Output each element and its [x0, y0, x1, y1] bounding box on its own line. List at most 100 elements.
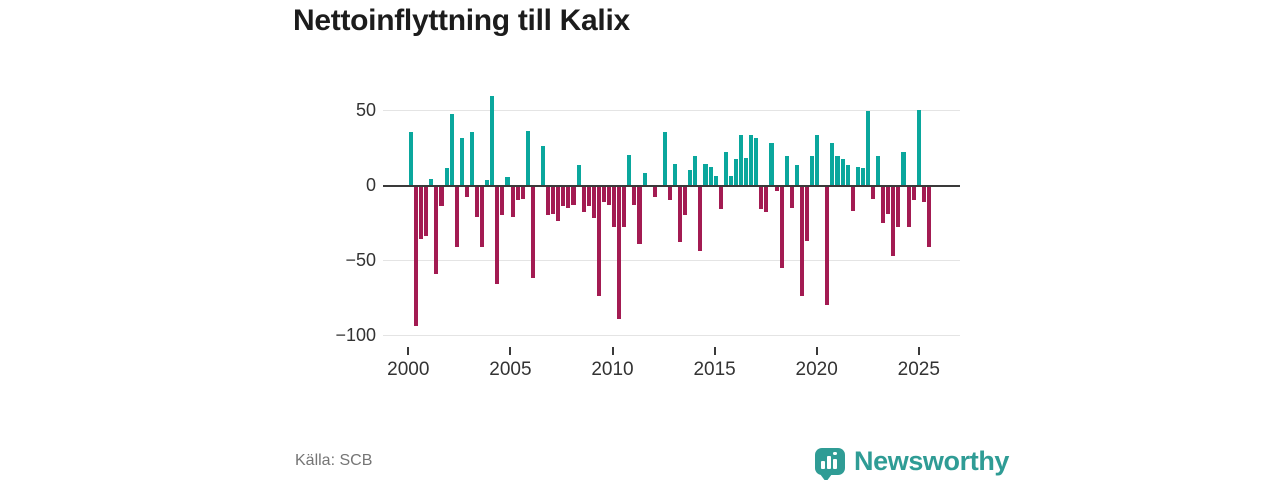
bar-2022Q3	[865, 111, 871, 185]
bar-2016Q2	[739, 135, 744, 185]
bar-2013Q3	[683, 186, 688, 215]
y-axis-label: 0	[365, 174, 376, 195]
bar-2008Q2	[576, 165, 581, 185]
bar-2021Q4	[850, 186, 855, 211]
zero-axis-line	[383, 184, 960, 187]
x-axis-label: 2015	[693, 359, 736, 380]
bar-2003Q1	[469, 132, 475, 185]
bar-2000Q3	[419, 186, 424, 239]
bar-2018Q4	[789, 186, 794, 208]
logo-bar-short	[821, 460, 825, 469]
bar-2023Q2	[881, 186, 886, 223]
bar-2021Q1	[835, 156, 840, 185]
gridline	[383, 260, 960, 261]
bar-2009Q1	[591, 186, 596, 218]
x-axis-tick	[917, 347, 920, 355]
bar-2006Q1	[530, 186, 535, 278]
bar-2019Q4	[810, 156, 815, 185]
bar-2014Q2	[698, 186, 703, 251]
bar-2006Q3	[541, 145, 546, 185]
bar-2005Q4	[525, 130, 530, 185]
bar-2002Q2	[454, 186, 459, 247]
bar-2024Q1	[896, 186, 901, 227]
x-axis-label: 2010	[591, 359, 634, 380]
bar-2017Q3	[764, 186, 769, 212]
y-axis-label: −100	[335, 324, 376, 345]
newsworthy-wordmark: Newsworthy	[854, 445, 1010, 476]
bar-2000Q2	[414, 186, 419, 326]
bar-2016Q4	[749, 135, 754, 185]
bar-2023Q1	[876, 156, 881, 185]
bar-2012Q4	[667, 186, 673, 200]
bar-2019Q1	[794, 165, 799, 185]
bar-2017Q2	[759, 186, 764, 209]
newsworthy-brand: Newsworthy	[815, 443, 1010, 480]
bar-2023Q4	[891, 186, 896, 256]
bar-2010Q2	[617, 186, 622, 319]
bar-2009Q4	[607, 186, 612, 205]
x-axis-label: 2025	[897, 359, 940, 380]
bar-2011Q2	[637, 186, 642, 244]
bar-2023Q3	[886, 186, 891, 214]
bar-2002Q3	[459, 138, 464, 185]
bar-2011Q3	[642, 172, 647, 185]
bar-2001Q2	[434, 186, 439, 274]
bar-2015Q4	[728, 175, 733, 185]
bar-2010Q1	[612, 186, 617, 227]
bar-2022Q1	[855, 166, 860, 185]
bar-2004Q4	[505, 177, 510, 185]
bar-2010Q4	[627, 154, 632, 185]
x-axis-tick	[713, 347, 716, 355]
bar-2002Q4	[464, 186, 469, 197]
gridline	[383, 110, 960, 111]
bar-2004Q3	[500, 186, 505, 215]
bar-2000Q1	[409, 132, 414, 185]
logo-exclamation-dot	[833, 451, 837, 456]
bar-2012Q1	[652, 186, 657, 197]
bar-2003Q3	[480, 186, 485, 247]
bar-2022Q2	[860, 168, 865, 185]
bar-2025Q3	[926, 186, 931, 247]
bar-2008Q1	[571, 186, 576, 205]
bar-2013Q1	[673, 163, 678, 185]
bar-2001Q4	[444, 168, 449, 185]
bar-2015Q2	[718, 186, 723, 209]
bar-2015Q1	[713, 175, 718, 185]
y-axis-label: −50	[345, 249, 376, 270]
bar-2021Q3	[845, 165, 850, 185]
bar-2000Q4	[424, 186, 429, 236]
bar-2014Q4	[708, 166, 713, 185]
bar-2013Q4	[688, 169, 693, 185]
bar-2021Q2	[840, 159, 845, 185]
bar-2024Q3	[906, 186, 911, 227]
source-note: Källa: SCB	[295, 452, 373, 469]
bar-2024Q2	[901, 151, 906, 185]
bar-2018Q3	[784, 156, 789, 185]
bar-2014Q3	[703, 163, 708, 185]
bar-2007Q1	[551, 186, 556, 214]
bar-2005Q3	[520, 186, 525, 199]
bar-2013Q2	[678, 186, 683, 242]
bar-2011Q1	[632, 186, 637, 205]
bar-2006Q4	[546, 186, 551, 215]
bar-2018Q1	[774, 186, 779, 191]
bar-2003Q2	[475, 186, 480, 217]
bar-2001Q1	[429, 178, 434, 185]
bar-2001Q3	[439, 186, 444, 206]
bar-2025Q1	[916, 109, 921, 185]
bar-2008Q4	[586, 186, 591, 206]
x-axis-tick	[407, 347, 410, 355]
page-title: Nettoinflyttning till Kalix	[293, 4, 630, 37]
x-axis-label: 2000	[387, 359, 430, 380]
bar-2020Q4	[830, 142, 835, 185]
bar-2015Q3	[723, 151, 728, 185]
bar-2004Q1	[490, 96, 495, 185]
bar-2007Q4	[566, 186, 571, 208]
x-axis-label: 2020	[795, 359, 838, 380]
bar-2003Q4	[485, 180, 490, 185]
bar-2004Q2	[495, 186, 500, 284]
x-axis-tick	[611, 347, 614, 355]
newsworthy-logo-icon	[815, 447, 845, 480]
bar-2017Q4	[769, 142, 774, 185]
logo-bar-medium	[833, 458, 837, 469]
